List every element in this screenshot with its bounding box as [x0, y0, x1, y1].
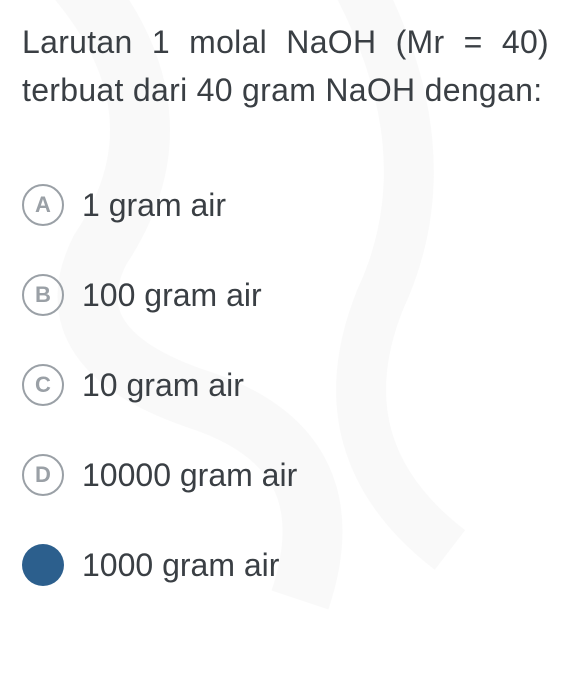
option-d[interactable]: D 10000 gram air	[22, 454, 549, 496]
option-text-a: 1 gram air	[82, 187, 226, 224]
option-marker-a: A	[22, 184, 64, 226]
option-c[interactable]: C 10 gram air	[22, 364, 549, 406]
option-text-c: 10 gram air	[82, 367, 244, 404]
option-text-e: 1000 gram air	[82, 547, 279, 584]
option-text-b: 100 gram air	[82, 277, 262, 314]
option-a[interactable]: A 1 gram air	[22, 184, 549, 226]
option-e[interactable]: 1000 gram air	[22, 544, 549, 586]
option-b[interactable]: B 100 gram air	[22, 274, 549, 316]
options-list: A 1 gram air B 100 gram air C 10 gram ai…	[22, 184, 549, 586]
option-marker-b: B	[22, 274, 64, 316]
option-marker-d: D	[22, 454, 64, 496]
option-text-d: 10000 gram air	[82, 457, 297, 494]
option-marker-selected	[22, 544, 64, 586]
question-text: Larutan 1 molal NaOH (Mr = 40) terbuat d…	[22, 18, 549, 114]
option-marker-c: C	[22, 364, 64, 406]
